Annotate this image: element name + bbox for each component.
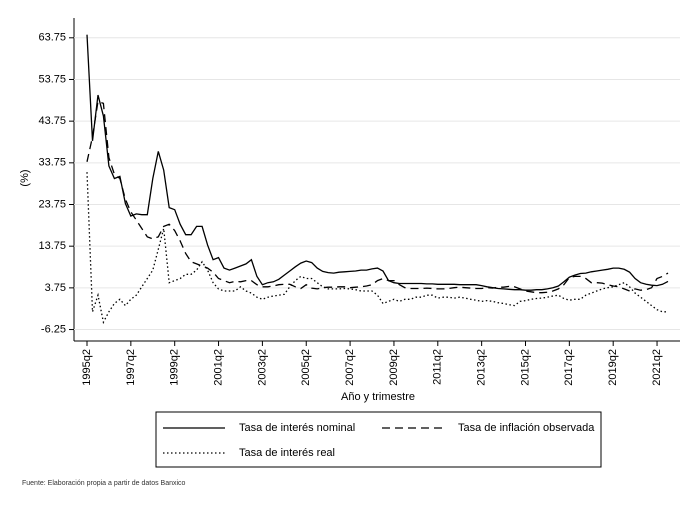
y-tick-label: 43.75 bbox=[38, 115, 66, 127]
x-tick-label: 2011q2 bbox=[432, 349, 444, 385]
x-tick-label: 2005q2 bbox=[300, 349, 312, 386]
x-tick-label: 2021q2 bbox=[651, 349, 663, 386]
legend-label: Tasa de interés real bbox=[239, 447, 335, 459]
legend-label: Tasa de inflación observada bbox=[458, 422, 595, 434]
source-note: Fuente: Elaboración propia a partir de d… bbox=[22, 480, 186, 487]
x-tick-label: 1999q2 bbox=[169, 349, 181, 386]
x-tick-label: 1995q2 bbox=[81, 349, 93, 386]
x-tick-label: 2007q2 bbox=[344, 349, 356, 386]
y-tick-label: 3.75 bbox=[45, 282, 66, 294]
series-line bbox=[86, 172, 668, 325]
y-axis-title: (%) bbox=[19, 169, 31, 186]
y-tick-label: 33.75 bbox=[38, 157, 66, 169]
x-tick-label: 2009q2 bbox=[388, 349, 400, 386]
y-tick-label: -6.25 bbox=[41, 323, 66, 335]
x-tick-label: 2019q2 bbox=[607, 349, 619, 386]
series-line bbox=[86, 34, 669, 291]
y-tick-label: 23.75 bbox=[38, 198, 66, 210]
x-tick-label: 1997q2 bbox=[125, 349, 137, 386]
x-tick-label: 2017q2 bbox=[563, 349, 575, 386]
x-tick-label: 2001q2 bbox=[212, 349, 224, 386]
y-tick-label: 13.75 bbox=[38, 240, 66, 252]
x-tick-label: 2015q2 bbox=[519, 349, 531, 386]
legend-label: Tasa de interés nominal bbox=[239, 422, 355, 434]
y-tick-label: 53.75 bbox=[38, 73, 66, 85]
x-tick-label: 2013q2 bbox=[476, 349, 488, 386]
y-tick-label: 63.75 bbox=[38, 32, 66, 44]
series-line bbox=[86, 100, 669, 294]
x-tick-label: 2003q2 bbox=[256, 349, 268, 386]
legend-box bbox=[155, 411, 602, 468]
x-axis-title: Año y trimestre bbox=[341, 391, 415, 403]
